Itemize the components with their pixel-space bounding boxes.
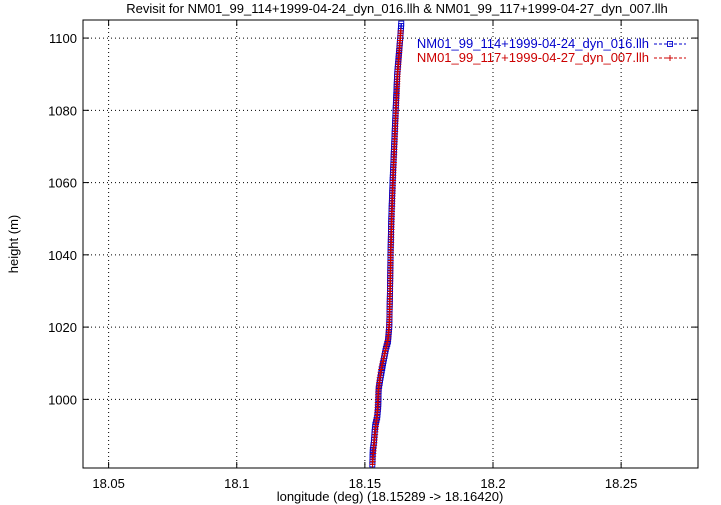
series-layer (369, 20, 405, 468)
y-tick-label: 1000 (48, 392, 77, 407)
y-tick-label: 1020 (48, 320, 77, 335)
x-tick-label: 18.25 (605, 476, 638, 491)
axis-ticks: 18.05 18.1 18.15 18.2 18.25 1000 1020 1040 1060 1… (48, 20, 698, 491)
series-2-point (381, 353, 388, 359)
y-tick-label: 1060 (48, 176, 77, 191)
series-2-point (379, 361, 386, 368)
series-2-point (378, 363, 385, 370)
y-tick-label: 1040 (48, 248, 77, 263)
series-1-point (398, 20, 405, 27)
series-2-point (383, 344, 390, 351)
series-2-point (380, 355, 387, 362)
y-axis-label: height (m) (6, 215, 21, 274)
x-tick-label: 18.1 (224, 476, 249, 491)
x-axis-label: longitude (deg) (18.15289 -> 18.16420) (277, 489, 504, 504)
series-2-point (397, 27, 404, 34)
legend-label-2: NM01_99_117+1999-04-27_dyn_007.llh (417, 50, 649, 65)
legend-marker-1 (667, 41, 673, 47)
grid (83, 20, 698, 468)
legend: NM01_99_114+1999-04-24_dyn_016.llhNM01_9… (417, 36, 686, 65)
x-tick-label: 18.15 (349, 476, 382, 491)
x-tick-label: 18.2 (480, 476, 505, 491)
series-2 (369, 27, 404, 468)
chart-title: Revisit for NM01_99_114+1999-04-24_dyn_0… (126, 1, 668, 16)
legend-marker-2 (667, 55, 673, 61)
series-2-point (379, 358, 386, 365)
plot-frame (82, 19, 699, 469)
legend-label-1: NM01_99_114+1999-04-24_dyn_016.llh (417, 36, 649, 51)
series-2-point (382, 347, 389, 354)
series-2-point (381, 350, 388, 357)
y-tick-label: 1100 (49, 31, 77, 46)
x-tick-label: 18.05 (92, 476, 125, 491)
y-tick-label: 1080 (48, 103, 77, 118)
